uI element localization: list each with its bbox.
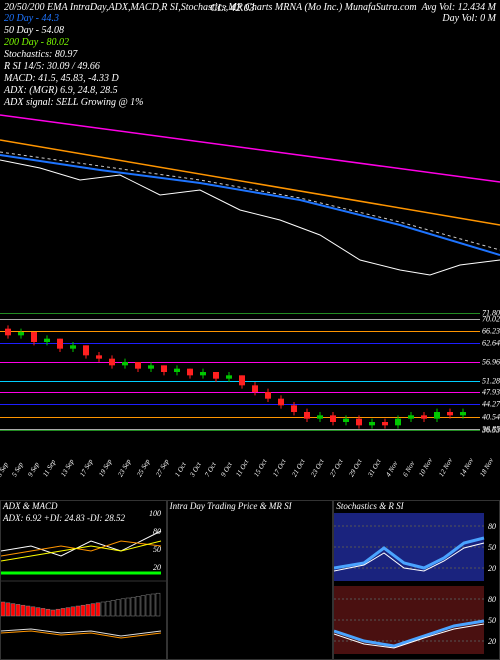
intraday-panel: Intra Day Trading Price & MR SI — [167, 500, 334, 660]
day-vol: Day Vol: 0 M — [422, 13, 496, 24]
svg-text:20: 20 — [488, 564, 496, 573]
svg-text:20: 20 — [488, 637, 496, 646]
svg-text:20: 20 — [153, 563, 161, 572]
svg-text:50: 50 — [488, 543, 496, 552]
avg-vol: Avg Vol: 12.434 M — [422, 2, 496, 13]
adx-macd-panel: ADX & MACD ADX: 6.92 +DI: 24.83 -DI: 28.… — [0, 500, 167, 660]
candle-chart: 71.8070.0266.2362.6456.9651.2847.9344.27… — [0, 300, 500, 480]
close-price: CL: 42.03 — [210, 2, 255, 24]
chart-header: 20/50/200 EMA IntraDay,ADX,MACD,R SI,Sto… — [0, 0, 500, 111]
adx-values: ADX: 6.92 +DI: 24.83 -DI: 28.52 — [3, 513, 125, 523]
stoch-title: Stochastics & R SI — [336, 501, 403, 511]
indicator-panels: ADX & MACD ADX: 6.92 +DI: 24.83 -DI: 28.… — [0, 500, 500, 660]
indicator-summary: 20 Day - 44.350 Day - 54.08200 Day - 80.… — [4, 13, 496, 109]
stochastics-panel: Stochastics & R SI 80 50 20 80 50 20 — [333, 500, 500, 660]
adx-title: ADX & MACD — [3, 501, 58, 511]
svg-text:80: 80 — [488, 522, 496, 531]
svg-text:50: 50 — [488, 616, 496, 625]
intra-title: Intra Day Trading Price & MR SI — [170, 501, 292, 511]
svg-text:100: 100 — [149, 509, 161, 518]
svg-text:80: 80 — [488, 595, 496, 604]
